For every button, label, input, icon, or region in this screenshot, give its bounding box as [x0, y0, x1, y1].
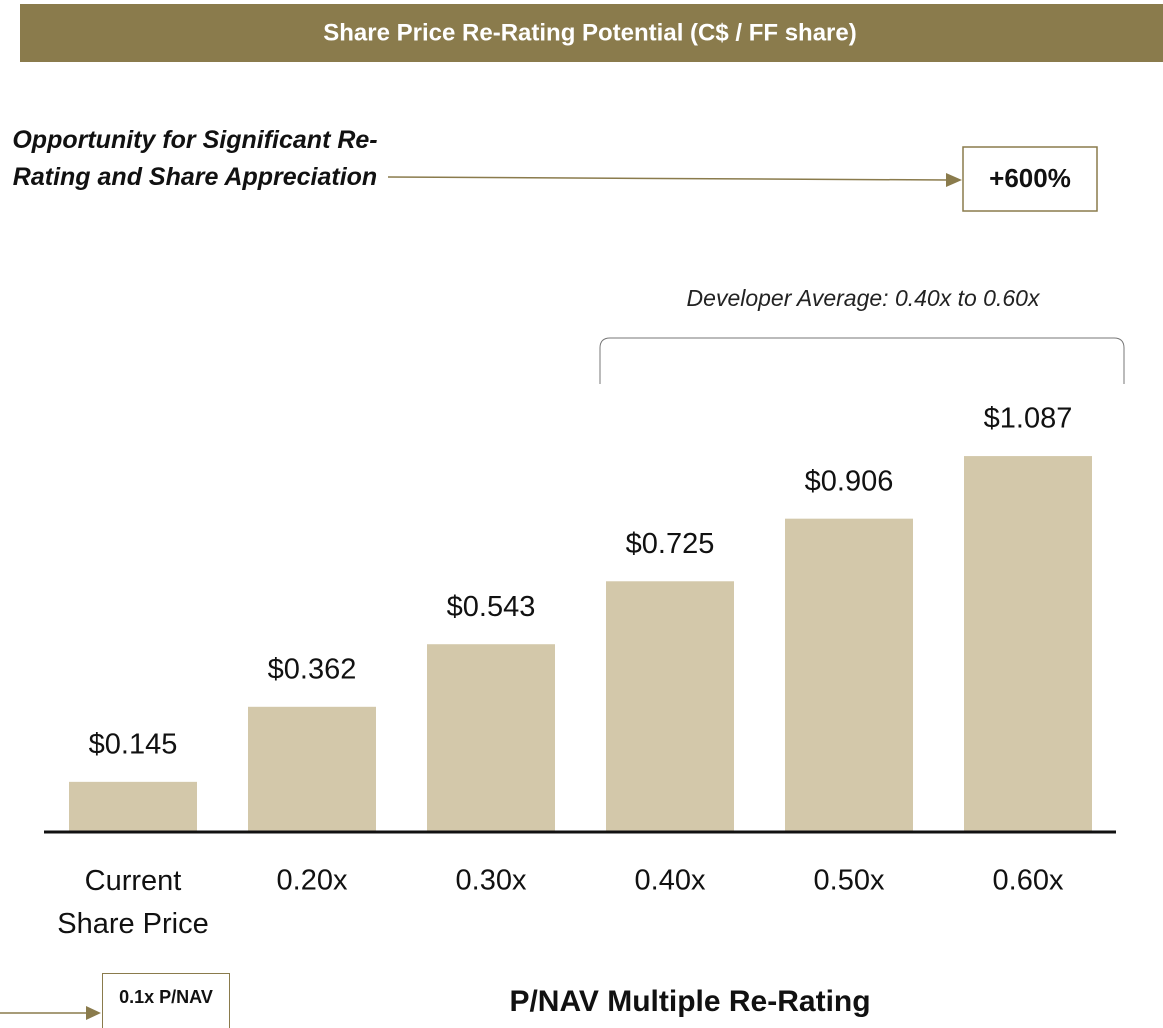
callout-box-text: +600%: [989, 163, 1071, 193]
data-label: $0.145: [89, 729, 178, 761]
arrow-line: [387, 176, 949, 181]
bracket-label: Developer Average: 0.40x to 0.60x: [687, 285, 1041, 311]
x-tick-label: 0.60x: [993, 865, 1064, 897]
callout-box: [962, 146, 1098, 212]
x-axis-title: P/NAV Multiple Re-Rating: [509, 985, 870, 1018]
chart-title: Share Price Re-Rating Potential (C$ / FF…: [323, 19, 856, 46]
bottom-box: 0.1x P/NAV: [102, 973, 230, 1028]
bar: [606, 581, 734, 832]
data-label: $0.725: [626, 528, 715, 560]
bar: [427, 644, 555, 832]
arrow-head: [86, 1006, 101, 1020]
bar: [964, 456, 1092, 832]
bar: [69, 781, 197, 832]
title-bar: [20, 4, 1163, 62]
x-tick-label: Current Share Price: [57, 865, 209, 940]
bar: [248, 706, 376, 832]
callout-text: Opportunity for Significant Re-Rating an…: [12, 126, 378, 191]
data-label: $0.362: [268, 653, 357, 685]
bar: [785, 518, 913, 832]
arrow-head: [946, 173, 962, 187]
x-tick-label: 0.30x: [456, 865, 527, 897]
x-tick-label: 0.50x: [814, 865, 885, 897]
x-tick-label: 0.40x: [635, 865, 706, 897]
data-label: $1.087: [984, 403, 1073, 435]
data-label: $0.906: [805, 465, 894, 497]
data-label: $0.543: [447, 591, 536, 623]
x-tick-label: 0.20x: [277, 865, 348, 897]
bracket: [599, 337, 1125, 384]
